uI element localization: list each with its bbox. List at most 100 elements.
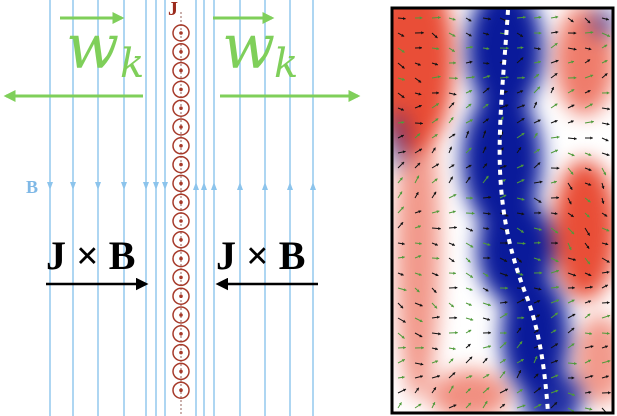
vector-arrow <box>414 92 422 96</box>
vector-arrow <box>516 227 525 233</box>
vector-arrow <box>465 343 471 349</box>
vector-arrow <box>482 195 492 199</box>
colormap-region <box>462 90 542 230</box>
vector-arrow <box>482 227 490 231</box>
circle-dot-icon <box>172 174 190 193</box>
vector-arrow <box>601 32 611 38</box>
vector-arrow <box>584 152 592 156</box>
vector-arrow <box>448 257 455 263</box>
vector-arrow <box>431 347 439 351</box>
vector-arrow <box>431 242 439 246</box>
vector-arrow <box>533 119 541 124</box>
vector-arrow <box>601 122 610 126</box>
field-map-panel <box>390 6 615 415</box>
wave-symbol-left: w <box>66 10 120 83</box>
vector-arrow <box>533 132 538 139</box>
vector-arrow <box>465 60 473 64</box>
circle-dot-icon <box>172 231 190 249</box>
vector-arrow <box>584 227 591 236</box>
circle-dot-icon <box>172 80 190 99</box>
vector-arrow <box>431 332 441 336</box>
vector-arrow <box>414 62 421 66</box>
circle-dot-icon <box>172 343 190 362</box>
vector-arrow <box>550 401 558 409</box>
vector-arrow <box>601 242 609 246</box>
vector-arrow <box>431 75 441 79</box>
vector-arrow <box>465 119 474 124</box>
vector-arrow <box>465 257 471 263</box>
vector-arrow <box>533 227 542 231</box>
vector-arrow <box>516 46 524 50</box>
vector-arrow <box>414 148 423 154</box>
vector-arrow <box>584 212 590 218</box>
vector-arrow <box>465 272 474 279</box>
field-label: B <box>26 177 39 197</box>
vector-arrow <box>584 47 592 51</box>
vector-arrow <box>482 17 491 21</box>
circle-dot-icon <box>172 155 190 174</box>
vector-arrow <box>448 17 456 21</box>
vector-arrow <box>414 77 422 83</box>
vector-arrow <box>550 343 559 349</box>
vector-arrow <box>448 358 454 364</box>
vector-arrow <box>584 74 594 79</box>
vector-arrow <box>414 175 420 184</box>
vector-arrow <box>601 391 611 395</box>
vector-arrow <box>499 388 509 394</box>
vector-arrow <box>567 361 577 366</box>
vector-arrow <box>499 104 509 109</box>
vector-arrow <box>550 180 557 184</box>
vector-arrow <box>584 30 594 35</box>
vector-arrow <box>431 163 440 169</box>
vector-arrow <box>414 332 423 338</box>
vector-arrow <box>397 47 405 53</box>
vector-arrow <box>431 374 441 379</box>
vector-arrow <box>482 387 490 394</box>
vector-arrow <box>533 73 540 79</box>
vector-arrow <box>533 271 543 275</box>
vector-arrow <box>465 242 474 248</box>
vector-arrow <box>482 75 491 79</box>
vector-arrow <box>601 182 605 189</box>
vector-arrow <box>431 102 440 109</box>
field-direction-arrow-down <box>70 182 76 190</box>
vector-arrow <box>448 193 457 199</box>
circle-dot-icon <box>172 212 190 230</box>
vector-arrow <box>567 327 575 334</box>
vector-arrow <box>414 346 424 350</box>
vector-arrow <box>584 167 592 171</box>
circle-dot-icon <box>172 99 190 117</box>
vector-arrow <box>431 15 441 20</box>
vector-arrow <box>550 72 558 79</box>
circle-dot-icon <box>172 287 190 305</box>
circle-dot-icon <box>172 137 190 155</box>
vector-arrow <box>499 300 508 304</box>
vector-arrow <box>397 317 406 323</box>
vector-arrow <box>397 107 405 111</box>
vector-arrow <box>533 86 541 94</box>
vector-arrow <box>414 403 422 409</box>
vector-arrow <box>448 404 457 409</box>
vector-arrow <box>550 374 559 379</box>
vector-arrow <box>516 404 526 409</box>
vector-arrow <box>533 329 540 334</box>
vector-arrow <box>584 374 594 379</box>
vector-arrow <box>516 272 524 276</box>
vector-arrow <box>499 272 509 277</box>
vector-arrow <box>567 376 575 380</box>
vector-arrow <box>567 120 574 124</box>
vector-arrow <box>516 298 525 304</box>
vector-arrow <box>601 331 610 335</box>
vector-arrow <box>567 242 572 251</box>
vector-arrow <box>448 146 452 154</box>
vector-arrow <box>516 117 525 124</box>
vector-arrow <box>533 300 541 304</box>
vector-arrow <box>431 387 437 394</box>
vector-arrow <box>448 32 456 37</box>
vector-arrow <box>567 272 577 277</box>
field-map-vectors <box>397 15 611 413</box>
vector-arrow <box>448 226 457 230</box>
vector-arrow <box>601 212 608 217</box>
colormap-region <box>501 275 569 395</box>
field-direction-arrow-up <box>201 182 207 190</box>
